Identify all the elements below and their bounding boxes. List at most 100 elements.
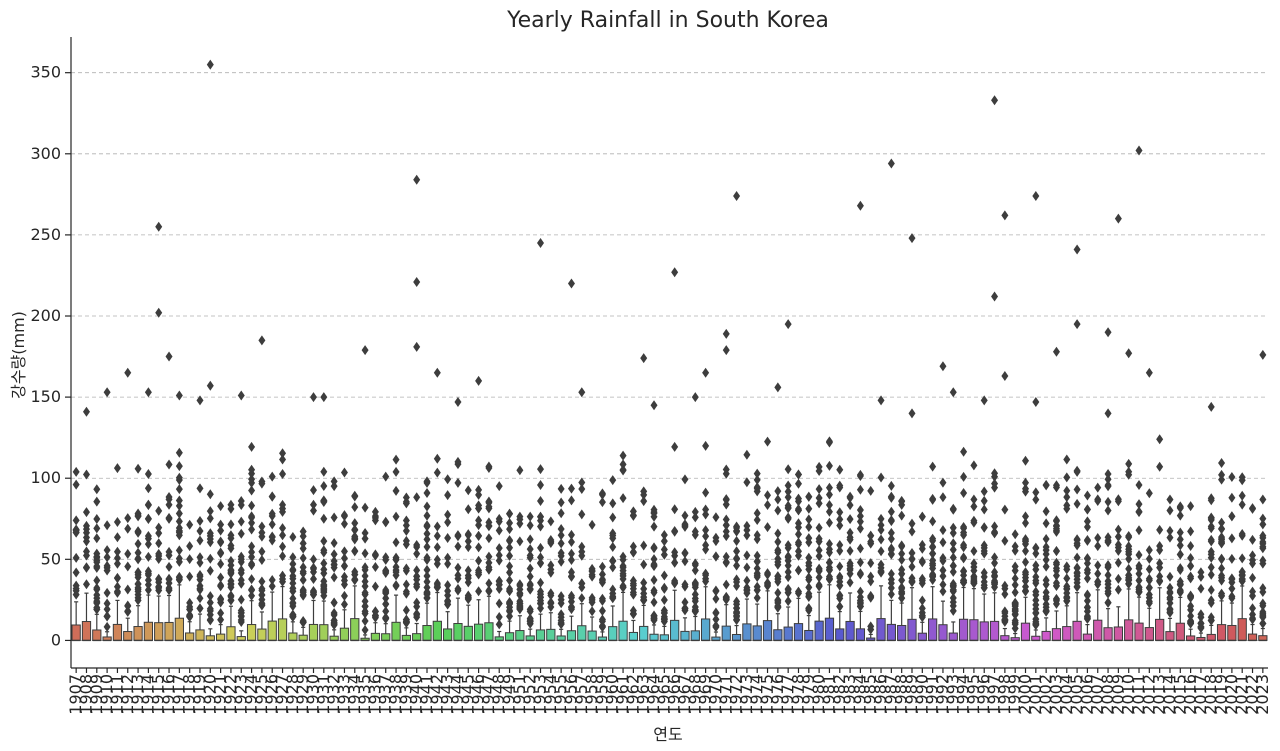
outlier-point: [506, 567, 514, 578]
outlier-point: [764, 569, 772, 580]
outlier-point: [1063, 492, 1071, 503]
outlier-point: [650, 521, 658, 532]
outlier-point: [402, 579, 410, 590]
outlier-point: [1187, 560, 1195, 571]
outlier-point: [309, 574, 317, 585]
outlier-point: [309, 505, 317, 516]
outlier-point: [268, 531, 276, 542]
x-tick-label: 2015: [1170, 674, 1189, 715]
outlier-point: [1073, 582, 1081, 593]
outlier-point: [423, 528, 431, 539]
outlier-point: [1187, 571, 1195, 582]
x-tick-label: 1999: [1005, 674, 1024, 715]
outlier-point: [908, 548, 916, 559]
outlier-point: [918, 573, 926, 584]
outlier-point: [258, 478, 266, 489]
outlier-point: [887, 574, 895, 585]
outlier-point: [1032, 396, 1040, 407]
outlier-point: [134, 567, 142, 578]
outlier-point: [175, 495, 183, 506]
x-tick-label: 1988: [892, 674, 911, 715]
outlier-point: [836, 545, 844, 556]
outlier-point: [144, 530, 152, 541]
outlier-point: [960, 487, 968, 498]
outlier-point: [72, 479, 80, 490]
outlier-point: [805, 514, 813, 525]
outlier-point: [1104, 481, 1112, 492]
box: [277, 618, 288, 641]
box: [1155, 618, 1165, 641]
box: [762, 620, 773, 641]
outlier-point: [1094, 576, 1102, 587]
box: [742, 623, 752, 641]
outlier-point: [351, 546, 359, 557]
outlier-point: [980, 486, 988, 497]
outlier-point: [423, 510, 431, 521]
outlier-point: [815, 466, 823, 477]
outlier-point: [691, 529, 699, 540]
outlier-point: [155, 522, 163, 533]
x-tick-label: 1942: [427, 674, 446, 715]
outlier-point: [320, 558, 328, 569]
y-tick-label: 350: [30, 63, 61, 82]
outlier-point: [805, 572, 813, 583]
chart-title: Yearly Rainfall in South Korea: [506, 8, 829, 33]
outlier-point: [1156, 524, 1164, 535]
outlier-point: [898, 593, 906, 604]
outlier-point: [856, 586, 864, 597]
box: [164, 621, 174, 641]
outlier-point: [774, 536, 782, 547]
outlier-point: [454, 477, 462, 488]
outlier-point: [464, 504, 472, 515]
outlier-point: [526, 511, 534, 522]
outlier-point: [939, 361, 947, 372]
outlier-point: [887, 582, 895, 593]
outlier-point: [1135, 582, 1143, 593]
outlier-point: [671, 441, 679, 452]
box: [855, 628, 866, 641]
outlier-point: [1207, 584, 1215, 595]
outlier-point: [1156, 461, 1164, 472]
outlier-point: [846, 563, 854, 574]
outlier-point: [846, 500, 854, 511]
outlier-point: [650, 554, 658, 565]
outlier-point: [423, 552, 431, 563]
outlier-point: [526, 571, 534, 582]
x-tick-label: 1956: [561, 674, 580, 715]
box: [731, 633, 742, 641]
outlier-point: [939, 565, 947, 576]
outlier-point: [248, 574, 256, 585]
outlier-point: [712, 585, 720, 596]
outlier-point: [629, 546, 637, 557]
outlier-point: [454, 396, 462, 407]
outlier-point: [805, 591, 813, 602]
outlier-point: [660, 614, 668, 625]
outlier-point: [1259, 583, 1267, 594]
outlier-point: [93, 589, 101, 600]
outlier-point: [495, 579, 503, 590]
outlier-point: [1145, 545, 1153, 556]
outlier-point: [1125, 541, 1133, 552]
outlier-point: [196, 593, 204, 604]
x-tick-label: 2022: [1243, 674, 1262, 715]
outlier-point: [619, 450, 627, 461]
outlier-point: [1063, 472, 1071, 483]
x-tick-label: 1964: [644, 674, 663, 715]
box: [917, 632, 927, 641]
outlier-point: [1125, 532, 1133, 543]
outlier-point: [289, 531, 297, 542]
outlier-point: [980, 571, 988, 582]
outlier-point: [413, 548, 421, 559]
box: [793, 623, 804, 641]
x-tick-label: 1961: [613, 674, 632, 715]
outlier-point: [949, 566, 957, 577]
outlier-point: [929, 493, 937, 504]
outlier-point: [1104, 327, 1112, 338]
outlier-point: [1052, 565, 1060, 576]
x-tick-label: 1945: [458, 674, 477, 715]
box: [948, 632, 958, 641]
outlier-point: [567, 548, 575, 559]
outlier-point: [351, 569, 359, 580]
outlier-point: [939, 525, 947, 536]
box: [1103, 627, 1113, 641]
